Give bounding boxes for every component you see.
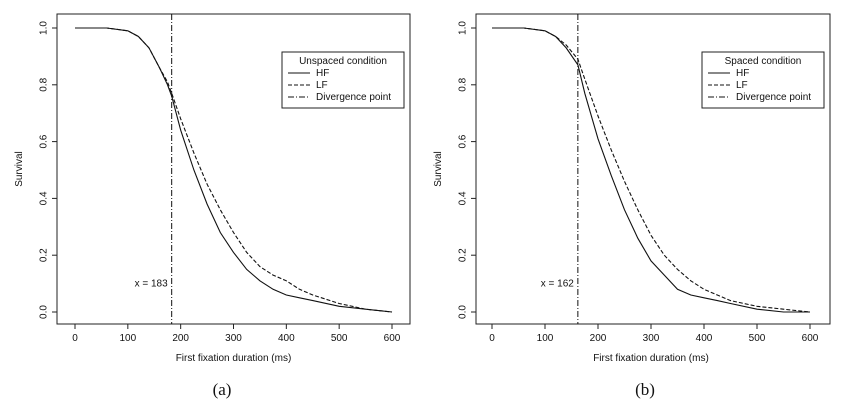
y-tick-label: 0.8 xyxy=(39,77,50,91)
y-tick-label: 0.6 xyxy=(458,134,469,148)
x-tick-label: 100 xyxy=(537,333,554,344)
x-tick-label: 500 xyxy=(749,333,766,344)
divergence-label: x = 162 xyxy=(541,278,575,289)
y-tick-label: 0.2 xyxy=(458,248,469,262)
y-axis-label: Survival xyxy=(14,151,25,187)
x-tick-label: 300 xyxy=(225,333,242,344)
legend-entry: LF xyxy=(736,80,748,91)
legend-entry: Divergence point xyxy=(316,92,391,103)
chart-panel-a: 0 100 200 300 400 500 600 0.0 0.2 0.4 0.6 0.8 1.0 Fir… xyxy=(14,13,411,364)
divergence-label: x = 183 xyxy=(135,278,169,289)
x-axis-label: First fixation duration (ms) xyxy=(176,353,292,364)
legend-box xyxy=(701,51,825,109)
y-tick-label: 0.4 xyxy=(458,191,469,205)
legend-title: Unspaced condition xyxy=(299,56,387,67)
x-tick-label: 0 xyxy=(72,333,78,344)
legend-title: Spaced condition xyxy=(725,56,802,67)
x-tick-label: 400 xyxy=(278,333,295,344)
legend-entry: LF xyxy=(316,80,328,91)
y-tick-label: 0.2 xyxy=(39,248,50,262)
series-line-lf xyxy=(492,27,811,313)
y-axis-label: Survival xyxy=(433,151,444,187)
x-tick-label: 400 xyxy=(696,333,713,344)
y-tick-label: 0.6 xyxy=(39,134,50,148)
y-tick-label: 0.8 xyxy=(458,77,469,91)
chart-panel-b: 0 100 200 300 400 500 600 0.0 0.2 0.4 0.6 0.8 1.0 Fir… xyxy=(433,13,831,364)
y-tick-label: 0.4 xyxy=(39,191,50,205)
x-tick-label: 200 xyxy=(172,333,189,344)
x-tick-label: 600 xyxy=(384,333,401,344)
series-line-hf xyxy=(492,27,810,313)
y-tick-label: 0.0 xyxy=(458,305,469,319)
legend-entry: HF xyxy=(316,68,329,79)
legend-entry: HF xyxy=(736,68,749,79)
x-tick-label: 200 xyxy=(590,333,607,344)
panel-label-a: (a) xyxy=(212,380,232,399)
x-tick-label: 300 xyxy=(643,333,660,344)
panel-label-b: (b) xyxy=(635,380,655,399)
x-tick-label: 100 xyxy=(119,333,136,344)
x-tick-label: 0 xyxy=(489,333,495,344)
plot-frame xyxy=(475,13,831,325)
x-tick-label: 500 xyxy=(331,333,348,344)
y-tick-label: 1.0 xyxy=(458,21,469,35)
y-tick-label: 1.0 xyxy=(39,21,50,35)
legend-box xyxy=(281,51,405,109)
legend-entry: Divergence point xyxy=(736,92,811,103)
x-tick-label: 600 xyxy=(802,333,819,344)
series-line-lf xyxy=(75,27,393,313)
x-axis-label: First fixation duration (ms) xyxy=(593,353,709,364)
y-tick-label: 0.0 xyxy=(39,305,50,319)
